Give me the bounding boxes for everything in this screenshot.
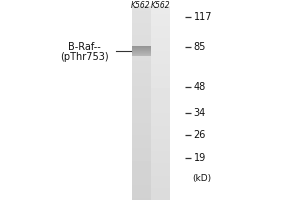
Text: K562: K562 (131, 0, 151, 9)
Text: 26: 26 (194, 130, 206, 140)
Text: 19: 19 (194, 153, 206, 163)
Text: (kD): (kD) (192, 174, 211, 184)
Text: K562: K562 (151, 0, 170, 9)
Text: 85: 85 (194, 42, 206, 52)
Text: 117: 117 (194, 12, 212, 22)
Text: 48: 48 (194, 82, 206, 92)
Text: B-Raf--: B-Raf-- (68, 42, 100, 52)
Text: 34: 34 (194, 108, 206, 118)
Text: (pThr753): (pThr753) (60, 52, 108, 62)
